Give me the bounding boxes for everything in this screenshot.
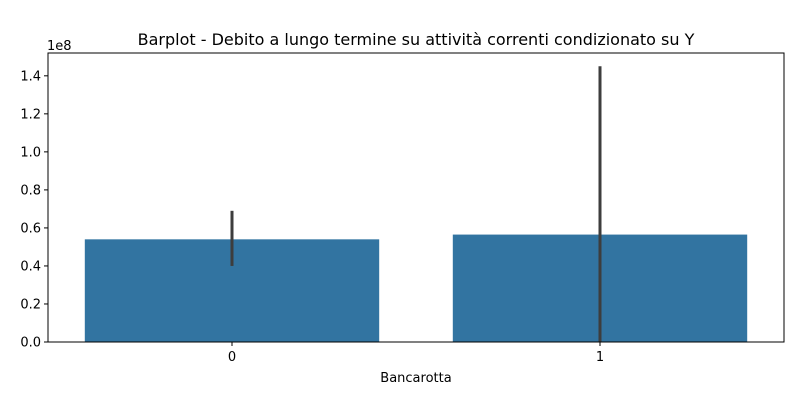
y-tick-label: 1.0 (20, 145, 41, 160)
x-tick-label: 0 (228, 350, 236, 365)
bars-group (84, 234, 748, 342)
y-tick-label: 1.4 (20, 69, 41, 84)
x-axis-label: Bancarotta (380, 371, 451, 386)
error-bars-group (230, 66, 602, 342)
y-tick-label: 0.0 (20, 336, 41, 351)
x-tick-label: 1 (596, 350, 604, 365)
y-tick-label: 0.8 (20, 183, 41, 198)
y-tick-label: 0.4 (20, 259, 41, 274)
y-axis-scale-label: 1e8 (47, 39, 72, 54)
y-axis: 0.0 0.2 0.4 0.6 0.8 1.0 1.2 1.4 (20, 69, 48, 351)
y-tick-label: 1.2 (20, 107, 41, 122)
plot-frame (47, 52, 785, 343)
y-tick-label: 0.6 (20, 221, 41, 236)
chart-title: Barplot - Debito a lungo termine su atti… (138, 30, 695, 49)
y-tick-label: 0.2 (20, 297, 41, 312)
